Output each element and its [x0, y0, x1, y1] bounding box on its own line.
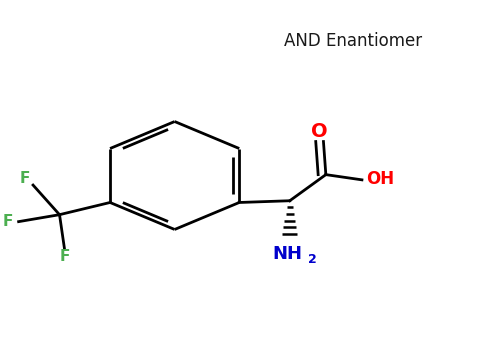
- Text: F: F: [59, 249, 70, 264]
- Text: AND Enantiomer: AND Enantiomer: [284, 32, 422, 51]
- Text: F: F: [3, 214, 13, 229]
- Text: F: F: [19, 171, 30, 186]
- Text: OH: OH: [366, 170, 394, 188]
- Text: NH: NH: [272, 245, 302, 263]
- Text: O: O: [311, 122, 328, 141]
- Text: 2: 2: [308, 253, 317, 266]
